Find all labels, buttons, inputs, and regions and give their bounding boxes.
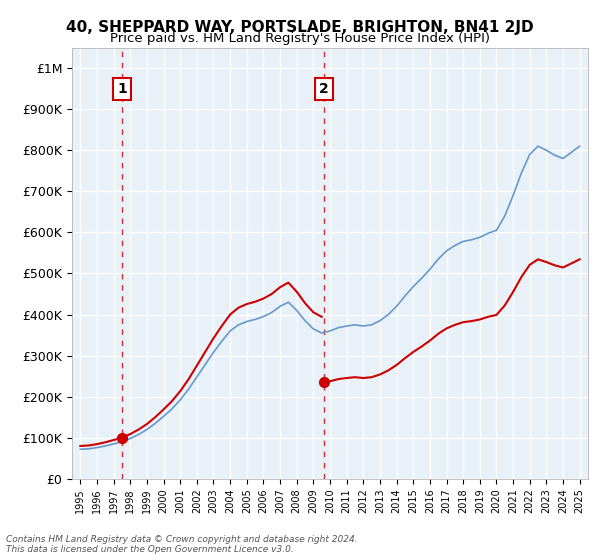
Text: 2: 2 [319, 82, 329, 96]
Text: 40, SHEPPARD WAY, PORTSLADE, BRIGHTON, BN41 2JD: 40, SHEPPARD WAY, PORTSLADE, BRIGHTON, B… [66, 20, 534, 35]
Point [117, 433, 127, 442]
Text: Price paid vs. HM Land Registry's House Price Index (HPI): Price paid vs. HM Land Registry's House … [110, 32, 490, 45]
Text: 1: 1 [117, 82, 127, 96]
Point [319, 378, 328, 387]
Text: Contains HM Land Registry data © Crown copyright and database right 2024.
This d: Contains HM Land Registry data © Crown c… [6, 535, 358, 554]
